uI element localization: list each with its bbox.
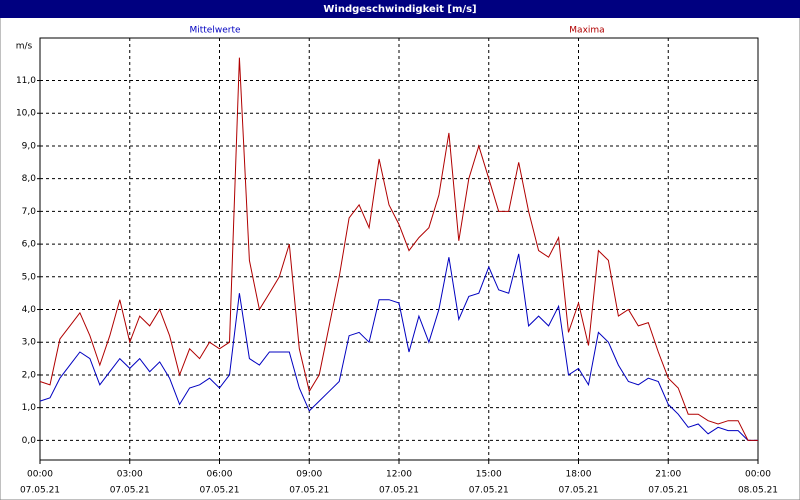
chart-title: Windgeschwindigkeit [m/s] (323, 4, 476, 15)
x-tick-date: 07.05.21 (469, 486, 509, 496)
legend-label: Maxima (569, 26, 604, 36)
x-tick-date: 08.05.21 (738, 486, 778, 496)
legend-label: Mittelwerte (189, 26, 240, 36)
x-tick-date: 07.05.21 (289, 486, 329, 496)
y-tick-label: 1,0 (22, 403, 37, 413)
y-unit-label: m/s (16, 42, 33, 52)
x-tick-date: 07.05.21 (110, 486, 150, 496)
x-tick-label: 00:00 (745, 470, 771, 480)
y-tick-label: 0,0 (22, 436, 37, 446)
x-tick-label: 21:00 (655, 470, 681, 480)
y-tick-label: 8,0 (22, 174, 37, 184)
x-tick-label: 00:00 (27, 470, 53, 480)
title-bar (0, 0, 800, 18)
y-tick-label: 11,0 (16, 76, 36, 86)
x-tick-label: 12:00 (386, 470, 412, 480)
y-tick-label: 9,0 (22, 141, 37, 151)
data-line (39, 253, 758, 441)
y-tick-label: 4,0 (22, 305, 37, 315)
x-tick-date: 07.05.21 (558, 486, 598, 496)
data-line (39, 57, 758, 441)
y-tick-label: 3,0 (22, 338, 37, 348)
x-tick-date: 07.05.21 (20, 486, 60, 496)
x-tick-date: 07.05.21 (648, 486, 688, 496)
x-tick-label: 03:00 (117, 470, 143, 480)
y-tick-label: 6,0 (22, 240, 37, 250)
x-tick-label: 06:00 (207, 470, 233, 480)
y-tick-label: 10,0 (16, 109, 36, 119)
x-tick-label: 09:00 (296, 470, 322, 480)
x-tick-label: 18:00 (566, 470, 592, 480)
y-tick-label: 7,0 (22, 207, 37, 217)
x-tick-date: 07.05.21 (379, 486, 419, 496)
y-tick-label: 2,0 (22, 370, 37, 380)
x-tick-label: 15:00 (476, 470, 502, 480)
y-tick-label: 5,0 (22, 272, 37, 282)
x-tick-date: 07.05.21 (199, 486, 239, 496)
